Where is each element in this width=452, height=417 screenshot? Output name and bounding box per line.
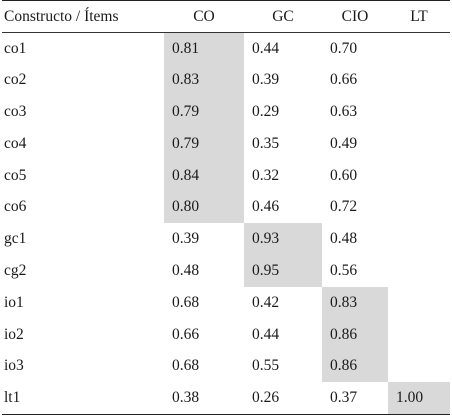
cell-gc: 0.93	[244, 223, 322, 256]
cell-gc: 0.39	[252, 71, 280, 89]
cell-cio: 0.66	[330, 71, 358, 89]
header-lt: LT	[388, 0, 450, 33]
cell-gc: 0.46	[252, 198, 280, 216]
cell-co: 0.80	[164, 191, 244, 224]
cell-co: 0.38	[164, 382, 244, 415]
row-item-label: co3	[4, 102, 27, 120]
cell-cio: 0.72	[330, 198, 358, 216]
cell-cio: 0.86	[322, 318, 388, 351]
cell-gc: 0.35	[252, 134, 280, 152]
table-row: cg2 0.48 0.95 0.56	[2, 255, 450, 287]
table-row: io2 0.66 0.44 0.86	[2, 318, 450, 351]
cell-lt	[388, 319, 450, 351]
row-item-label: lt1	[2, 382, 164, 415]
table-row: io3 0.68 0.55 0.86	[2, 350, 450, 383]
cell-co: 0.48	[172, 261, 200, 279]
cell-cio: 0.70	[330, 39, 358, 57]
cell-co: 0.68	[172, 357, 200, 375]
cell-lt	[388, 223, 450, 255]
row-item-label: co2	[4, 71, 27, 89]
row-item-label: co1	[4, 39, 27, 57]
cell-co: 0.66	[172, 325, 200, 343]
table-row: co3 0.79 0.29 0.63	[2, 96, 450, 128]
table-row: co4 0.79 0.35 0.49	[2, 127, 450, 160]
header-cio: CIO	[322, 0, 388, 33]
cell-cio: 0.83	[322, 286, 388, 319]
cell-co: 0.79	[164, 127, 244, 160]
cell-co: 0.83	[164, 64, 244, 97]
cell-co: 0.39	[172, 230, 200, 248]
cell-lt	[388, 128, 450, 160]
table-row: gc1 0.39 0.93 0.48	[2, 223, 450, 256]
row-item-label: co5	[4, 166, 27, 184]
cell-gc: 0.55	[252, 357, 280, 375]
cell-lt	[388, 33, 450, 65]
table-row: co5 0.84 0.32 0.60	[2, 159, 450, 192]
row-item-label: io3	[4, 357, 24, 375]
cell-lt	[388, 350, 450, 382]
cell-cio: 0.86	[322, 350, 388, 383]
cell-co: 0.81	[164, 32, 244, 65]
cell-gc: 0.32	[252, 166, 280, 184]
row-item-label: cg2	[4, 261, 27, 279]
header-construct-items: Constructo / Ítems	[2, 0, 164, 33]
table-row: co6 0.80 0.46 0.72	[2, 191, 450, 224]
cell-cio: 0.37	[322, 382, 388, 415]
table-row: io1 0.68 0.42 0.83	[2, 286, 450, 319]
header-co: CO	[164, 0, 244, 33]
row-item-label: co4	[4, 134, 27, 152]
cell-co: 0.68	[172, 293, 200, 311]
cell-lt	[388, 160, 450, 192]
cell-gc: 0.29	[252, 102, 280, 120]
cell-cio: 0.48	[330, 230, 358, 248]
row-item-label: io2	[4, 325, 24, 343]
cell-gc: 0.26	[244, 382, 322, 415]
table-row: lt1 0.38 0.26 0.37 1.00	[2, 382, 450, 415]
table-body: co1 0.81 0.44 0.70 co2 0.83 0.39 0.66 co3 0.79 0.2…	[2, 32, 450, 415]
cell-gc: 0.44	[252, 325, 280, 343]
row-item-label: co6	[4, 198, 27, 216]
cell-gc: 0.44	[252, 39, 280, 57]
cell-cio: 0.60	[330, 166, 358, 184]
cell-cio: 0.63	[330, 102, 358, 120]
cell-cio: 0.56	[330, 261, 358, 279]
cell-lt	[388, 287, 450, 319]
cell-gc: 0.95	[244, 255, 322, 287]
row-item-label: io1	[4, 293, 24, 311]
cell-lt: 1.00	[388, 382, 450, 415]
cell-lt	[388, 191, 450, 223]
cell-lt	[388, 255, 450, 287]
cell-lt	[388, 96, 450, 128]
cell-cio: 0.49	[330, 134, 358, 152]
header-gc: GC	[244, 0, 322, 33]
header-row: Constructo / Ítems CO GC CIO LT	[2, 0, 450, 33]
cell-co: 0.84	[164, 159, 244, 192]
row-item-label: gc1	[4, 230, 27, 248]
cell-gc: 0.42	[252, 293, 280, 311]
table-row: co1 0.81 0.44 0.70	[2, 32, 450, 65]
cell-co: 0.79	[164, 96, 244, 128]
table-header: Constructo / Ítems CO GC CIO LT	[2, 0, 450, 33]
cell-lt	[388, 64, 450, 96]
table-row: co2 0.83 0.39 0.66	[2, 64, 450, 97]
